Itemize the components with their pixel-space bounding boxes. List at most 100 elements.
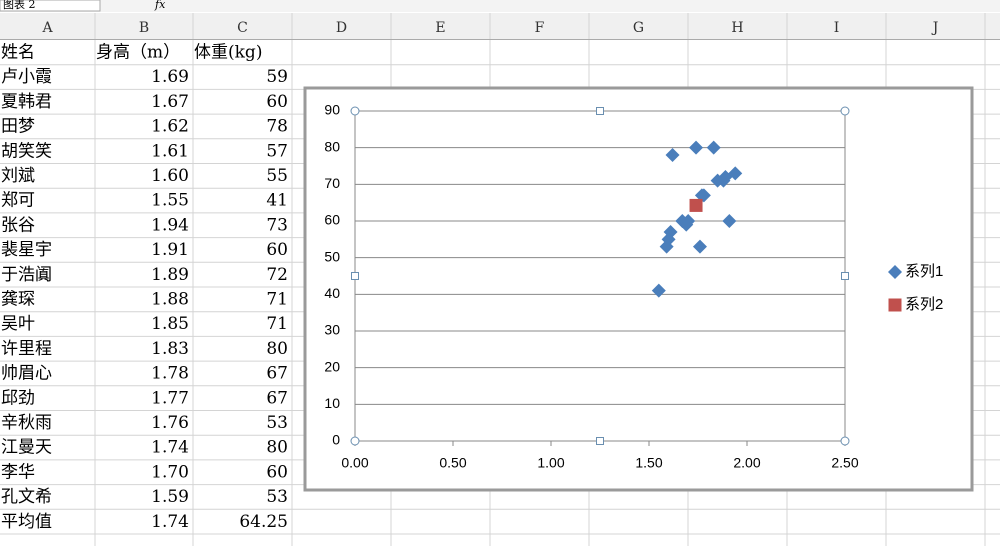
x-tick-label: 2.00 [733,455,760,471]
number-cell: 1.85 [151,314,189,334]
number-cell: 73 [266,215,288,235]
x-tick-label: 2.50 [831,455,858,471]
x-tick-label: 1.50 [635,455,662,471]
number-cell: 1.67 [151,92,189,112]
legend-marker [888,265,902,279]
text-cell: 胡笑笑 [1,141,52,161]
text-cell: 平均值 [1,512,52,532]
data-point [689,198,703,212]
resize-handle [840,436,850,446]
number-cell: 59 [266,67,288,87]
number-cell: 67 [266,388,288,408]
number-cell: 1.60 [151,166,189,186]
number-cell: 71 [266,314,288,334]
column-header: A [41,20,53,36]
data-point [722,214,737,228]
text-cell: 张谷 [1,215,35,235]
number-cell: 57 [266,141,288,161]
data-point [665,148,680,162]
number-cell: 1.94 [151,215,189,235]
text-cell: 李华 [1,462,35,482]
data-point [694,188,709,203]
number-cell: 60 [266,240,288,260]
text-cell: 江曼天 [1,438,52,458]
text-cell: 裴星宇 [1,240,52,260]
number-cell: 1.78 [151,364,189,384]
number-cell: 1.88 [151,290,189,310]
text-cell: 许里程 [1,339,52,359]
column-header: H [731,20,743,36]
y-tick-label: 80 [324,138,340,154]
text-cell: 身高（m） [96,43,180,63]
text-cell: 郑可 [1,191,35,211]
number-cell: 60 [266,462,288,482]
number-cell: 1.77 [151,388,189,408]
resize-handle [350,106,360,116]
number-cell: 72 [266,265,288,285]
data-point [710,173,725,188]
number-cell: 1.69 [151,67,189,87]
column-header: D [336,20,347,36]
column-header: F [535,20,545,36]
x-tick-label: 0.00 [341,455,368,471]
column-header: I [834,20,840,36]
legend-marker [888,298,902,312]
data-point [659,239,674,254]
legend-label: 系列2 [905,296,943,313]
y-tick-label: 20 [324,358,340,374]
column-header-bar [0,13,1000,40]
data-point [692,239,707,254]
y-tick-label: 70 [324,175,340,191]
number-cell: 67 [266,364,288,384]
name-box[interactable] [0,0,101,12]
number-cell: 1.76 [151,413,189,433]
column-header: C [237,20,248,36]
text-cell: 吴叶 [1,314,35,334]
y-tick-label: 60 [324,212,340,228]
text-cell: 龚琛 [1,290,35,310]
chart: 0 10 20 30 40 50 60 70 80 90 0.00 0.50 1.00 1.50 2.00 2… [324,102,943,471]
chart-frame[interactable] [303,86,974,492]
text-cell: 姓名 [1,43,35,63]
number-cell: 1.70 [151,462,189,482]
data-point [706,140,721,155]
y-tick-label: 90 [324,102,340,118]
text-cell: 刘斌 [1,166,35,186]
column-header: B [139,20,149,36]
y-tick-label: 50 [324,248,340,264]
number-cell: 41 [266,191,288,211]
resize-handle [596,107,604,115]
number-cell: 55 [266,166,288,186]
number-cell: 64.25 [239,512,288,532]
text-cell: 卢小霞 [1,67,52,87]
text-cell: 帅眉心 [1,364,52,384]
cells: A B C D E F G H I J 姓名 身高（m） 体重(kg) 卢小霞 1.69 59 夏韩君 1.67 6… [1,20,938,532]
number-cell: 53 [266,487,288,507]
number-cell: 78 [266,117,288,137]
column-header: G [633,20,644,36]
number-cell: 80 [266,438,288,458]
y-tick-label: 30 [324,322,340,338]
y-tick-label: 0 [332,432,340,448]
number-cell: 80 [266,339,288,359]
number-cell: 1.59 [151,487,189,507]
fx-label: fx [154,0,166,11]
resize-handle [596,437,604,445]
number-cell: 71 [266,290,288,310]
number-cell: 1.83 [151,339,189,359]
number-cell: 53 [266,413,288,433]
number-cell: 1.55 [151,191,189,211]
column-header: E [435,20,445,36]
name-box-text: 图表 2 [3,0,36,11]
text-cell: 于浩阗 [1,265,52,285]
number-cell: 1.61 [151,141,189,161]
number-cell: 1.62 [151,117,189,137]
text-cell: 体重(kg) [194,43,262,63]
y-tick-label: 10 [324,395,340,411]
text-cell: 田梦 [1,117,35,137]
resize-handle [350,436,360,446]
text-cell: 邱劲 [1,388,35,408]
y-tick-label: 40 [324,285,340,301]
resize-handle [841,272,849,280]
